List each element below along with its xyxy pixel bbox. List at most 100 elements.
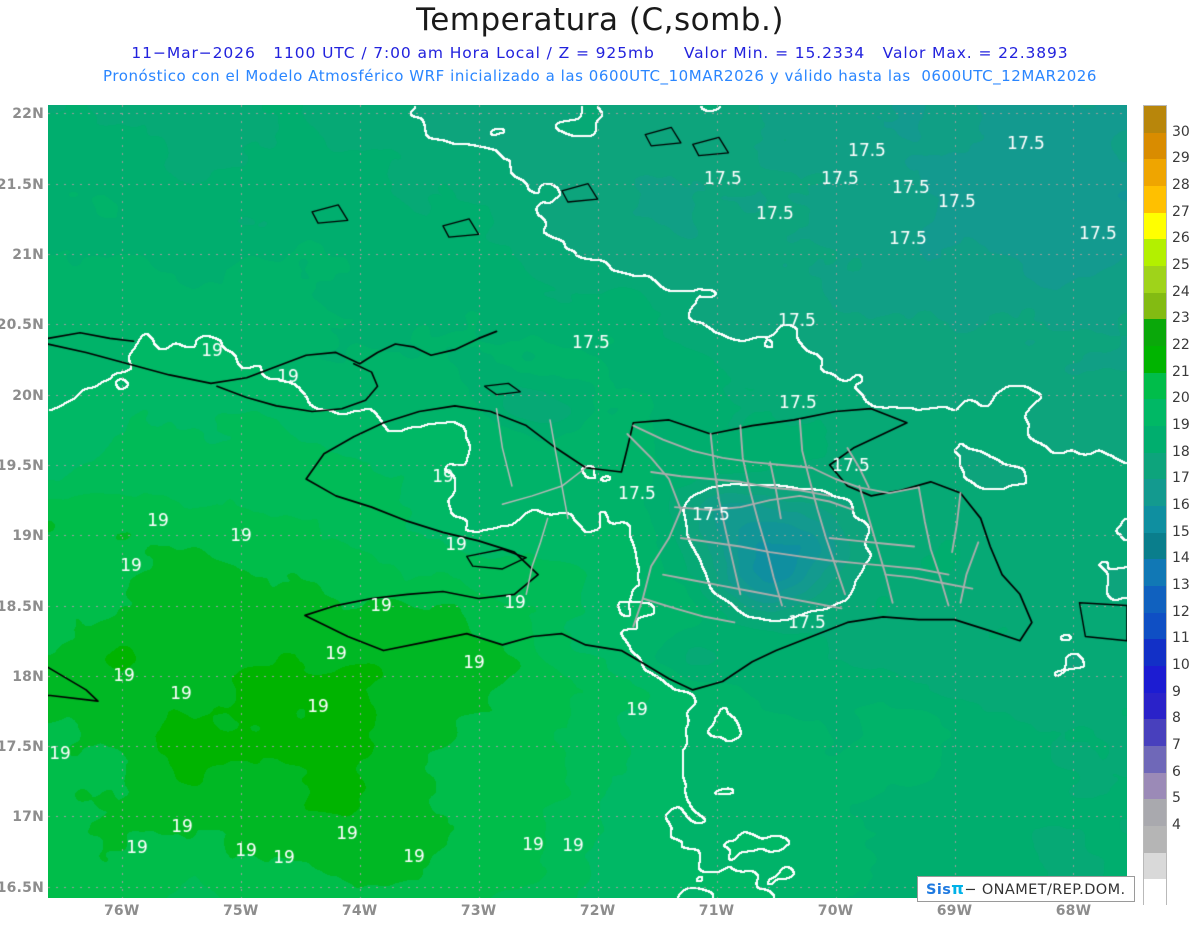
longitude-tick-label: 76W [103, 903, 140, 919]
colorbar-band [1144, 186, 1166, 214]
colorbar-band [1144, 426, 1166, 454]
colorbar-tick-label: 10 [1172, 657, 1190, 673]
longitude-tick-label: 68W [1055, 903, 1092, 919]
colorbar-band [1144, 746, 1166, 774]
colorbar-band [1144, 159, 1166, 187]
model-description-line: Pronóstico con el Modelo Atmosférico WRF… [103, 67, 1097, 85]
colorbar-tick-label: 13 [1172, 577, 1190, 593]
latitude-tick-label: 22N [12, 106, 44, 121]
colorbar-band [1144, 212, 1166, 240]
temperature-map-plot [48, 105, 1127, 898]
credit-sis-text: Sis [926, 882, 952, 898]
colorbar-band [1144, 612, 1166, 640]
latitude-tick: 18N [0, 669, 46, 683]
colorbar-band [1144, 692, 1166, 720]
latitude-tick-label: 19.5N [0, 457, 44, 472]
latitude-tick: 19N [0, 528, 46, 542]
colorbar-band [1144, 479, 1166, 507]
colorbar-band [1144, 719, 1166, 747]
colorbar-band [1144, 292, 1166, 320]
colorbar-band [1144, 639, 1166, 667]
latitude-tick-label: 17.5N [0, 739, 44, 754]
latitude-tick: 18.5N [0, 599, 46, 613]
credit-badge: Sisπ− ONAMET/REP.DOM. [917, 876, 1135, 902]
latitude-tick: 17.5N [0, 739, 46, 753]
colorbar-tick-label: 25 [1172, 257, 1190, 273]
colorbar-band [1144, 772, 1166, 800]
colorbar-band [1144, 879, 1166, 907]
colorbar-band [1144, 666, 1166, 694]
colorbar-tick-label: 6 [1172, 763, 1181, 780]
latitude-tick: 19.5N [0, 458, 46, 472]
latitude-tick-label: 21.5N [0, 176, 44, 191]
colorbar-tick-label: 28 [1172, 177, 1190, 193]
longitude-tick-label: 75W [222, 903, 259, 919]
colorbar-tick-label: 30 [1172, 123, 1190, 140]
latitude-tick: 17N [0, 809, 46, 823]
colorbar-tick-label: 4 [1172, 817, 1181, 833]
colorbar-tick-label: 8 [1172, 710, 1181, 727]
longitude-tick-label: 70W [817, 903, 854, 919]
longitude-tick-label: 69W [936, 903, 973, 919]
latitude-tick: 20N [0, 388, 46, 402]
latitude-tick: 21N [0, 247, 46, 261]
latitude-tick-label: 18.5N [0, 598, 44, 613]
colorbar-band [1144, 106, 1166, 134]
latitude-tick: 20.5N [0, 317, 46, 331]
colorbar-tick-label: 24 [1172, 283, 1190, 300]
latitude-tick-label: 16.5N [0, 879, 44, 894]
colorbar-tick-label: 12 [1172, 603, 1190, 620]
colorbar-band [1144, 826, 1166, 854]
colorbar-band [1144, 132, 1166, 160]
colorbar-tick-label: 11 [1172, 630, 1190, 647]
colorbar-band [1144, 399, 1166, 427]
longitude-tick-label: 71W [698, 903, 735, 919]
latitude-tick-label: 18N [12, 668, 44, 683]
latitude-tick-label: 19N [12, 528, 44, 543]
colorbar-band [1144, 452, 1166, 480]
colorbar-tick-label: 27 [1172, 203, 1190, 220]
colorbar-tick-label: 9 [1172, 683, 1181, 700]
credit-pi-icon: π [951, 879, 965, 898]
temperature-colorbar [1143, 105, 1167, 907]
temperature-shaded-field [48, 105, 1127, 898]
longitude-tick-label: 72W [579, 903, 616, 919]
longitude-tick-label: 74W [341, 903, 378, 919]
latitude-tick-label: 20N [12, 387, 44, 402]
colorbar-tick-label: 5 [1172, 790, 1181, 807]
colorbar-tick-label: 17 [1172, 470, 1190, 487]
latitude-tick-label: 21N [12, 247, 44, 262]
latitude-tick: 16.5N [0, 880, 46, 894]
credit-agency-text: − ONAMET/REP.DOM. [964, 882, 1126, 898]
colorbar-band [1144, 532, 1166, 560]
colorbar-band [1144, 319, 1166, 347]
colorbar-tick-label: 23 [1172, 310, 1190, 327]
colorbar-band [1144, 372, 1166, 400]
colorbar-tick-label: 15 [1172, 523, 1190, 540]
colorbar-tick-label: 26 [1172, 230, 1190, 247]
colorbar-band [1144, 239, 1166, 267]
colorbar-tick-label: 19 [1172, 417, 1190, 433]
page-title: Temperatura (C,somb.) [416, 2, 784, 38]
latitude-tick: 21.5N [0, 177, 46, 191]
colorbar-tick-label: 20 [1172, 390, 1190, 407]
colorbar-band [1144, 506, 1166, 534]
longitude-tick-label: 73W [460, 903, 497, 919]
colorbar-band [1144, 346, 1166, 374]
colorbar-band [1144, 559, 1166, 587]
latitude-tick: 22N [0, 106, 46, 120]
colorbar-tick-label: 21 [1172, 363, 1190, 380]
colorbar-tick-label: 16 [1172, 497, 1190, 513]
latitude-tick-label: 17N [12, 809, 44, 824]
colorbar-band [1144, 799, 1166, 827]
forecast-valid-line: 11−Mar−2026 1100 UTC / 7:00 am Hora Loca… [131, 44, 1069, 62]
colorbar-tick-label: 29 [1172, 150, 1190, 167]
colorbar-band [1144, 586, 1166, 614]
colorbar-band [1144, 852, 1166, 880]
latitude-tick-label: 20.5N [0, 317, 44, 332]
colorbar-tick-label: 7 [1172, 737, 1181, 753]
colorbar-tick-label: 18 [1172, 443, 1190, 460]
chart-header: Temperatura (C,somb.) 11−Mar−2026 1100 U… [0, 0, 1200, 95]
colorbar-band [1144, 266, 1166, 294]
colorbar-tick-label: 14 [1172, 550, 1190, 567]
